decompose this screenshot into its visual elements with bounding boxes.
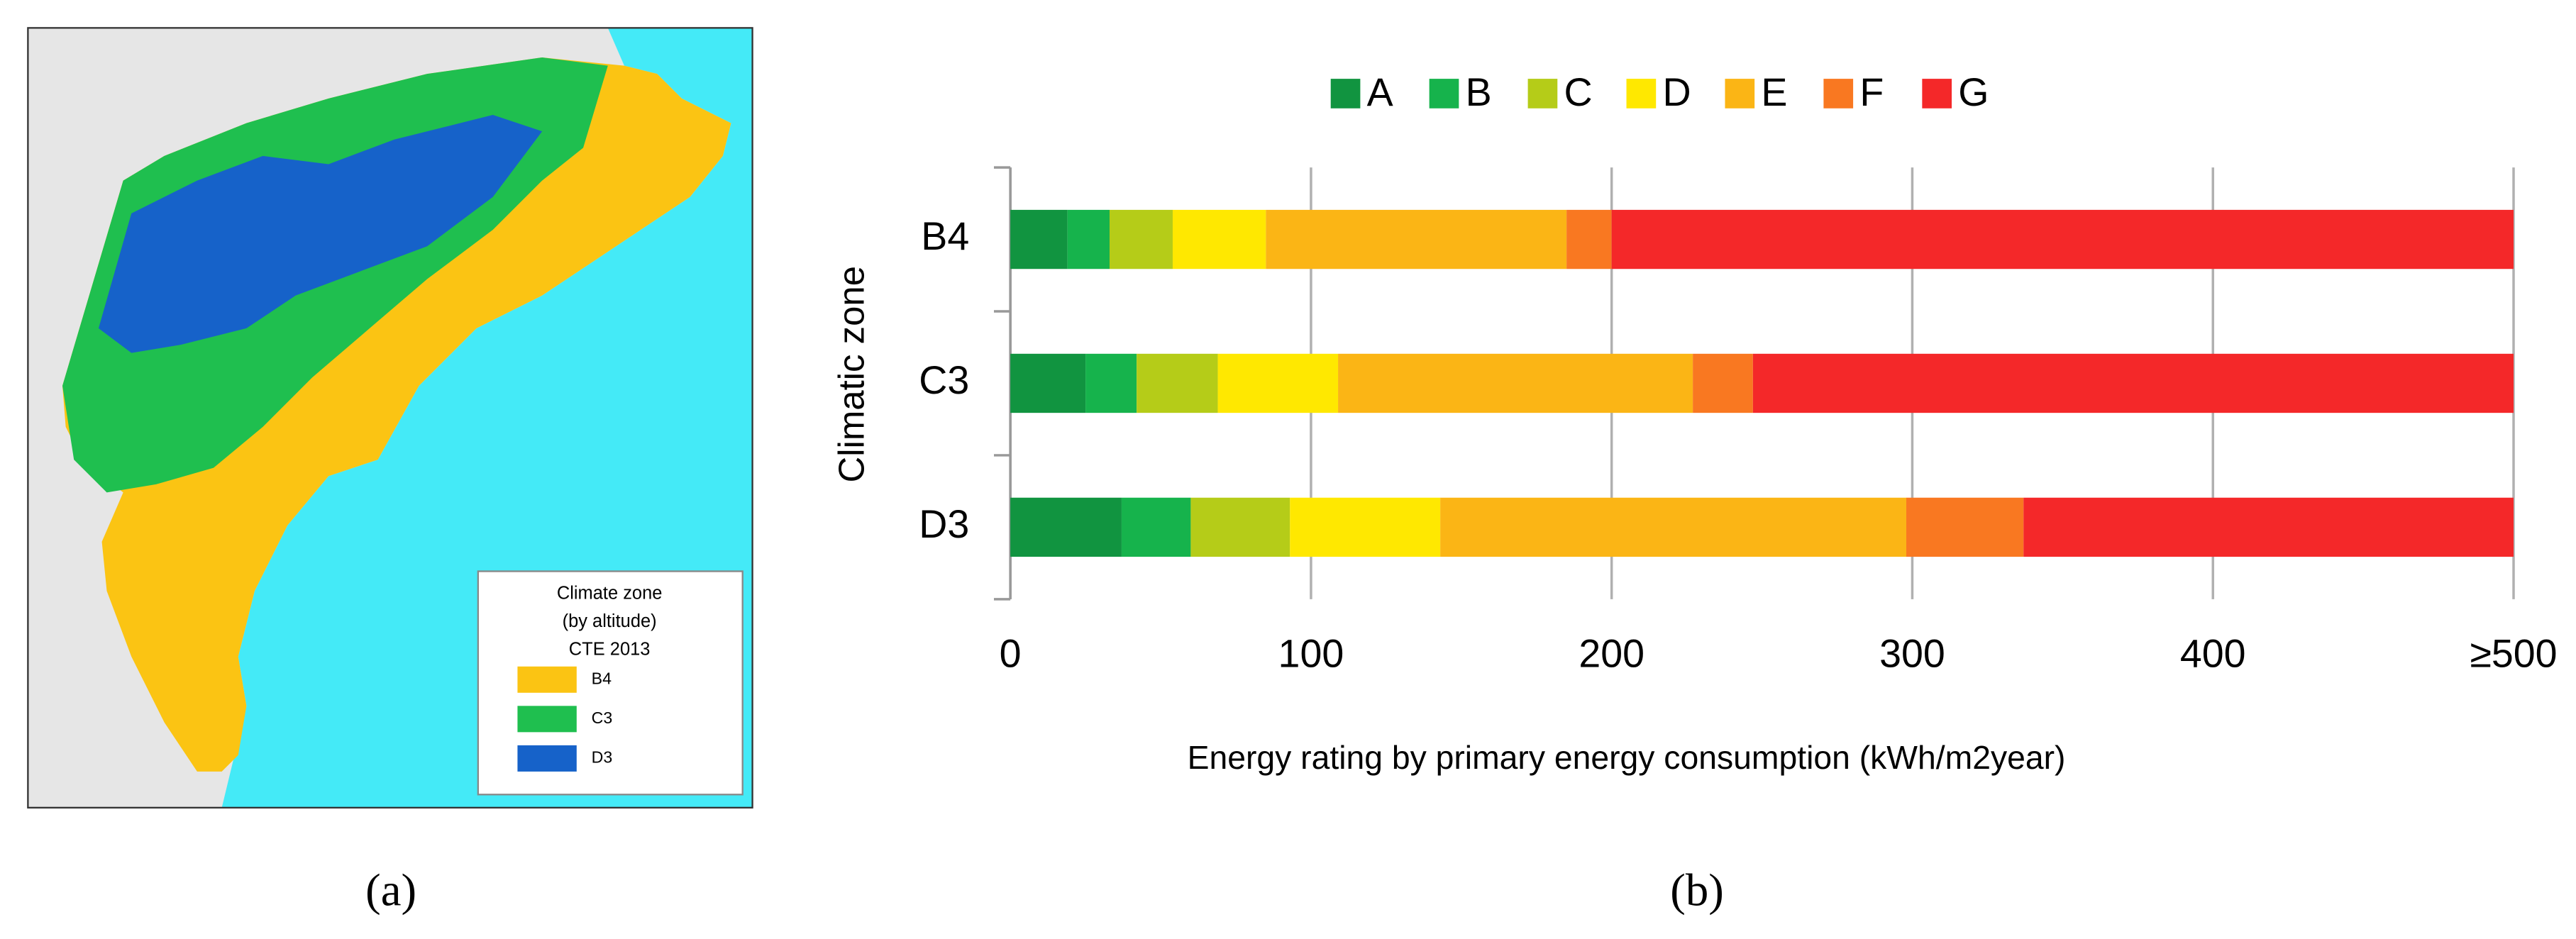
x-tick-label: 400 bbox=[2180, 632, 2246, 676]
map-legend-label: C3 bbox=[592, 709, 613, 727]
bar-segment bbox=[1085, 353, 1137, 413]
legend-label: B bbox=[1466, 70, 1492, 114]
caption: (b) bbox=[1670, 865, 1724, 916]
bar-segment bbox=[1109, 209, 1173, 270]
map-legend-swatch bbox=[517, 745, 577, 772]
bar-segment bbox=[1266, 209, 1567, 270]
map-legend-title: CTE 2013 bbox=[569, 639, 651, 659]
map-legend: Climate zone (by altitude) CTE 2013 B4 C3 D3 bbox=[517, 584, 662, 772]
x-tick-label: ≥500 bbox=[2470, 632, 2557, 676]
bar-segment bbox=[1121, 497, 1191, 557]
map-panel: Climate zone (by altitude) CTE 2013 B4 C3 D3 bbox=[27, 27, 753, 809]
legend-swatch bbox=[1626, 79, 1657, 109]
map-zone bbox=[98, 115, 543, 353]
legend-swatch bbox=[1823, 79, 1854, 109]
map-legend-title: Climate zone bbox=[557, 584, 663, 604]
y-tick-label: C3 bbox=[919, 358, 969, 402]
x-tick-label: 300 bbox=[1879, 632, 1945, 676]
bar-segment bbox=[1290, 497, 1441, 557]
legend-swatch bbox=[1330, 79, 1361, 109]
map-legend-label: D3 bbox=[592, 748, 613, 766]
bar-segment bbox=[1217, 353, 1339, 413]
y-tick-label: B4 bbox=[921, 214, 969, 258]
bar-segment bbox=[1906, 497, 2024, 557]
legend-label: G bbox=[1958, 70, 1989, 114]
legend-label: A bbox=[1367, 70, 1393, 114]
caption: (a) bbox=[365, 865, 416, 916]
legend-swatch bbox=[1725, 79, 1755, 109]
map-legend-label: B4 bbox=[592, 669, 612, 687]
bar-segment bbox=[1137, 353, 1218, 413]
y-axis-label: Climatic zone bbox=[831, 266, 872, 483]
legend-swatch bbox=[1429, 79, 1459, 109]
legend-label: D bbox=[1662, 70, 1691, 114]
map-legend-swatch bbox=[517, 666, 577, 693]
legend-label: E bbox=[1761, 70, 1787, 114]
map-legend-swatch bbox=[517, 706, 577, 733]
bar-segment bbox=[1693, 353, 1753, 413]
bar-segment bbox=[2023, 497, 2514, 557]
bar-segment bbox=[1566, 209, 1612, 270]
chart: 0 100 200 300 400 ≥500 B4 C3 D3 A B C D E F G Energy rat… bbox=[831, 70, 2558, 916]
x-axis-label: Energy rating by primary energy consumpt… bbox=[1188, 739, 2066, 776]
bar-segment bbox=[1611, 209, 2514, 270]
bar-segment bbox=[1752, 353, 2514, 413]
bar-segment bbox=[1010, 497, 1122, 557]
y-tick-label: D3 bbox=[919, 502, 969, 546]
legend-label: C bbox=[1564, 70, 1593, 114]
bar-segment bbox=[1067, 209, 1110, 270]
x-tick-label: 100 bbox=[1278, 632, 1344, 676]
bar-segment bbox=[1010, 353, 1086, 413]
map-legend-title: (by altitude) bbox=[563, 611, 657, 631]
legend-label: F bbox=[1859, 70, 1884, 114]
legend-swatch bbox=[1922, 79, 1952, 109]
bar-segment bbox=[1172, 209, 1266, 270]
bar-segment bbox=[1440, 497, 1906, 557]
x-tick-label: 0 bbox=[1000, 632, 1022, 676]
legend-swatch bbox=[1527, 79, 1558, 109]
map-border bbox=[27, 27, 753, 809]
x-tick-label: 200 bbox=[1579, 632, 1644, 676]
bar-segment bbox=[1010, 209, 1068, 270]
bar-segment bbox=[1190, 497, 1290, 557]
bar-segment bbox=[1338, 353, 1693, 413]
